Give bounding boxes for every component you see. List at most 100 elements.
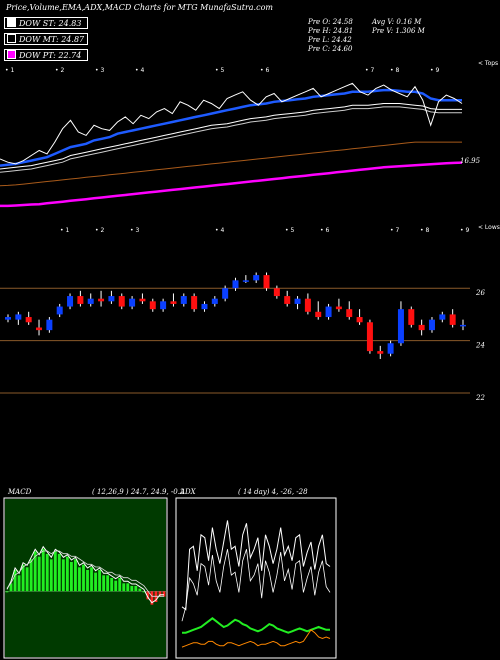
adx-frame bbox=[175, 497, 337, 659]
quote-prev-volume: Pre V: 1.306 M bbox=[372, 27, 425, 35]
macd-histogram-bar bbox=[142, 591, 146, 593]
macd-histogram-bar bbox=[49, 559, 53, 592]
bottom-tick-label: • 9 bbox=[460, 227, 469, 234]
macd-histogram-bar bbox=[5, 591, 9, 593]
macd-histogram-bar bbox=[33, 551, 37, 592]
adx-minus-di-line bbox=[181, 549, 331, 622]
legend-dow-mt-label: DOW MT: 24.87 bbox=[19, 35, 85, 44]
legend-swatch-icon bbox=[7, 50, 16, 59]
candle-body bbox=[191, 296, 198, 310]
legend-dow-st-label: DOW ST: 24.83 bbox=[19, 19, 82, 28]
candle-body bbox=[387, 343, 394, 354]
bottom-tick-label: • 5 bbox=[285, 227, 294, 234]
candle-body bbox=[222, 288, 229, 299]
ema-mid-line bbox=[0, 103, 462, 170]
candle-body bbox=[366, 322, 373, 352]
top-tick-label: • 2 bbox=[55, 67, 64, 74]
candle-body bbox=[87, 298, 94, 304]
candle-body bbox=[25, 317, 32, 323]
macd-histogram-bar bbox=[158, 591, 162, 597]
macd-histogram-bar bbox=[70, 562, 73, 592]
candle-body bbox=[56, 306, 63, 315]
top-tick-label: • 6 bbox=[260, 67, 269, 74]
macd-histogram-bar bbox=[57, 554, 61, 592]
tops-label: < Tops bbox=[478, 60, 498, 67]
macd-histogram-bar bbox=[126, 583, 130, 592]
top-tick-label: • 4 bbox=[135, 67, 144, 74]
bottom-tick-label: • 7 bbox=[390, 227, 399, 234]
bottom-tick-label: • 4 bbox=[215, 227, 224, 234]
quote-low: Pre L: 24.42 bbox=[308, 36, 352, 44]
candle-body bbox=[242, 280, 249, 282]
candle-body bbox=[460, 324, 466, 327]
candle-body bbox=[15, 314, 22, 320]
quote-open: Pre O: 24.58 bbox=[308, 18, 353, 26]
price-axis-tick: 22 bbox=[475, 394, 485, 402]
candle-body bbox=[263, 275, 270, 289]
macd-histogram-bar bbox=[37, 556, 41, 592]
macd-histogram-bar bbox=[146, 591, 150, 600]
macd-histogram-bar bbox=[17, 575, 21, 592]
macd-histogram-bar bbox=[94, 572, 97, 592]
macd-histogram-bar bbox=[29, 559, 33, 592]
ema-mid-line-2 bbox=[0, 106, 462, 173]
macd-histogram-bar bbox=[25, 567, 29, 592]
candle-body bbox=[180, 296, 187, 304]
top-tick-label: • 9 bbox=[430, 67, 439, 74]
ema-brown-line bbox=[0, 141, 462, 187]
candle-body bbox=[67, 296, 74, 307]
macd-histogram-bar bbox=[102, 575, 106, 592]
macd-histogram-bar bbox=[21, 564, 25, 592]
legend-dow-pt-label: DOW PT: 22.74 bbox=[19, 51, 82, 60]
macd-params: ( 12,26,9 ) 24.7, 24.9, -0.2 bbox=[92, 488, 185, 496]
macd-histogram-bar bbox=[134, 586, 138, 592]
candle-body bbox=[377, 351, 384, 354]
candle-body bbox=[160, 301, 167, 310]
macd-histogram-bar bbox=[106, 575, 110, 592]
candle-body bbox=[273, 288, 280, 297]
macd-histogram-bar bbox=[98, 570, 101, 592]
legend-dow-mt: DOW MT: 24.87 bbox=[4, 33, 88, 45]
candle-body bbox=[335, 306, 342, 310]
candle-body bbox=[397, 309, 404, 344]
candle-body bbox=[253, 275, 260, 281]
candle-body bbox=[325, 306, 332, 318]
macd-histogram-bar bbox=[110, 578, 114, 592]
macd-histogram-bar bbox=[78, 567, 81, 592]
macd-histogram-bar bbox=[162, 591, 166, 597]
lows-label: < Lows bbox=[478, 224, 500, 231]
chart-title: Price,Volume,EMA,ADX,MACD Charts for MTG… bbox=[6, 3, 273, 12]
candle-body bbox=[294, 298, 301, 304]
top-tick-label: • 3 bbox=[95, 67, 104, 74]
macd-histogram-bar bbox=[114, 580, 118, 592]
macd-histogram-bar bbox=[13, 570, 17, 592]
candle-body bbox=[149, 301, 156, 310]
ema-fast-line bbox=[0, 88, 462, 167]
price-axis-tick: 24 bbox=[475, 342, 485, 350]
macd-title: MACD bbox=[7, 488, 32, 496]
candle-body bbox=[5, 317, 11, 320]
macd-histogram-bar bbox=[118, 578, 122, 592]
price-level-label: 16.95 bbox=[460, 157, 481, 165]
macd-histogram-bar bbox=[9, 583, 13, 592]
top-tick-label: • 1 bbox=[5, 67, 14, 74]
quote-high: Pre H: 24.81 bbox=[308, 27, 354, 35]
macd-histogram-bar bbox=[74, 559, 77, 592]
quote-close: Pre C: 24.60 bbox=[308, 45, 353, 53]
candle-body bbox=[356, 317, 363, 323]
macd-histogram-bar bbox=[130, 586, 134, 592]
candle-body bbox=[284, 296, 291, 304]
candle-body bbox=[46, 319, 53, 331]
price-axis-tick: 26 bbox=[475, 289, 485, 297]
candle-body bbox=[304, 298, 311, 312]
bottom-tick-label: • 8 bbox=[420, 227, 429, 234]
macd-line bbox=[6, 545, 164, 604]
adx-line bbox=[182, 617, 330, 634]
macd-histogram-bar bbox=[90, 567, 93, 592]
adx-level-line bbox=[181, 629, 331, 648]
candle-body bbox=[439, 314, 446, 320]
quote-avg-volume: Avg V: 0.16 M bbox=[372, 18, 422, 26]
candle-body bbox=[408, 309, 415, 325]
macd-signal-line bbox=[6, 550, 164, 597]
